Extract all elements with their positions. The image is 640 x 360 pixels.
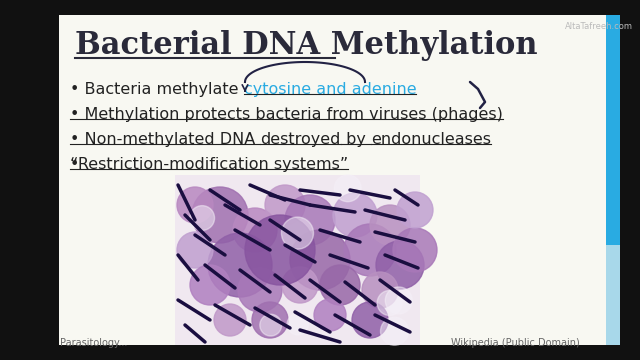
Circle shape [190,206,214,230]
Text: • Methylation protects bacteria from viruses (phages): • Methylation protects bacteria from vir… [70,107,503,122]
Text: Wikipedia (Public Domain): Wikipedia (Public Domain) [451,338,580,348]
Circle shape [177,187,213,223]
Circle shape [320,265,360,305]
Text: • Bacteria methylate: • Bacteria methylate [70,82,244,97]
Circle shape [385,287,412,314]
Circle shape [290,230,350,290]
Circle shape [381,317,408,345]
Bar [55,15,59,345]
Circle shape [376,241,424,289]
Bar [606,245,620,345]
Text: “Restriction-modification systems”: “Restriction-modification systems” [70,157,348,172]
Circle shape [238,268,282,312]
Circle shape [333,193,377,237]
Circle shape [287,314,308,335]
Circle shape [177,232,213,268]
Text: •: • [70,157,79,172]
Circle shape [285,195,335,245]
Circle shape [314,299,346,331]
Circle shape [334,175,361,202]
Text: cytosine and adenine: cytosine and adenine [244,82,416,97]
Circle shape [393,228,437,272]
Circle shape [233,208,277,252]
Text: AltaTafreeh.com: AltaTafreeh.com [565,22,633,31]
Circle shape [208,233,272,297]
Bar [55,15,615,345]
Text: by: by [340,132,371,147]
Circle shape [245,215,315,285]
Circle shape [282,217,314,249]
Circle shape [362,272,398,308]
Circle shape [352,302,388,338]
Bar [606,15,620,345]
Circle shape [192,187,248,243]
Circle shape [377,291,402,315]
Text: destroyed: destroyed [260,132,340,147]
Circle shape [397,192,433,228]
Bar [175,175,420,345]
Circle shape [260,314,282,336]
Circle shape [190,265,230,305]
Circle shape [252,302,288,338]
Text: Bacterial DNA Methylation: Bacterial DNA Methylation [75,30,538,61]
Text: endonucleases: endonucleases [371,132,491,147]
Text: • Non-methylated DNA: • Non-methylated DNA [70,132,260,147]
Circle shape [344,224,396,276]
Circle shape [265,185,305,225]
Circle shape [370,205,410,245]
Circle shape [282,267,318,303]
Circle shape [214,304,246,336]
Text: Parasitology...: Parasitology... [60,338,127,348]
